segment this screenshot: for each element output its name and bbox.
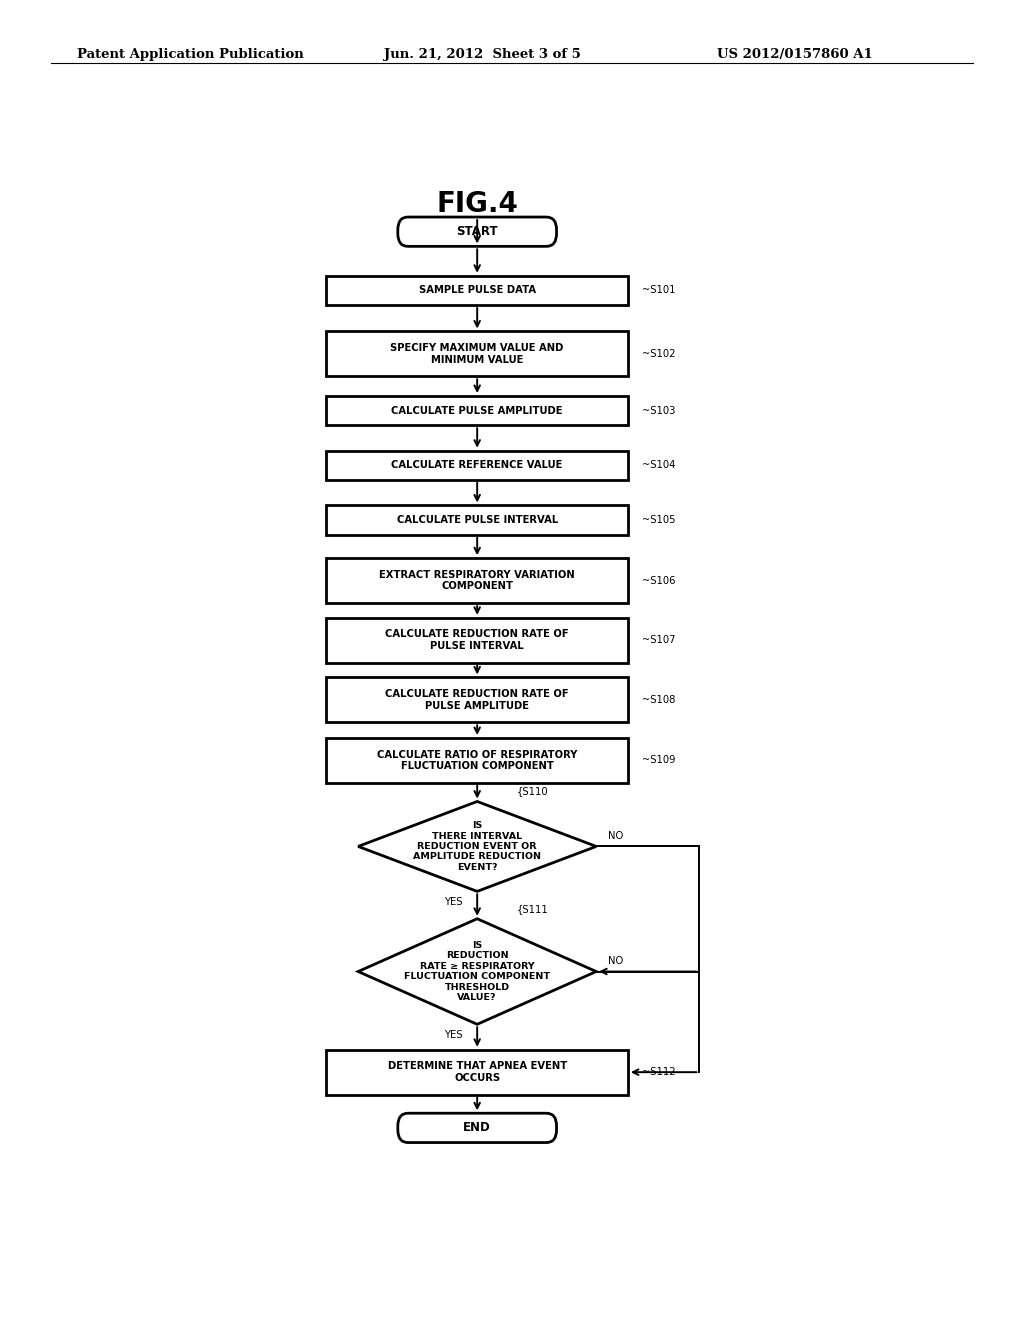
Text: ~S106: ~S106 (642, 576, 676, 586)
Text: NO: NO (608, 830, 624, 841)
Text: ~S108: ~S108 (642, 694, 676, 705)
Text: IS
REDUCTION
RATE ≥ RESPIRATORY
FLUCTUATION COMPONENT
THRESHOLD
VALUE?: IS REDUCTION RATE ≥ RESPIRATORY FLUCTUAT… (404, 941, 550, 1002)
Text: CALCULATE PULSE INTERVAL: CALCULATE PULSE INTERVAL (396, 515, 558, 525)
Text: CALCULATE REDUCTION RATE OF
PULSE INTERVAL: CALCULATE REDUCTION RATE OF PULSE INTERV… (385, 630, 569, 651)
Text: YES: YES (444, 898, 463, 907)
Text: Jun. 21, 2012  Sheet 3 of 5: Jun. 21, 2012 Sheet 3 of 5 (384, 48, 581, 61)
Text: ~S105: ~S105 (642, 515, 676, 525)
Bar (327, 677, 628, 722)
Text: START: START (457, 226, 498, 238)
Polygon shape (358, 801, 596, 891)
Text: ~S102: ~S102 (642, 348, 676, 359)
Text: CALCULATE REFERENCE VALUE: CALCULATE REFERENCE VALUE (391, 461, 563, 470)
Text: {S111: {S111 (517, 904, 549, 913)
Text: IS
THERE INTERVAL
REDUCTION EVENT OR
AMPLITUDE REDUCTION
EVENT?: IS THERE INTERVAL REDUCTION EVENT OR AMP… (414, 821, 541, 871)
Bar (327, 506, 628, 535)
Text: SPECIFY MAXIMUM VALUE AND
MINIMUM VALUE: SPECIFY MAXIMUM VALUE AND MINIMUM VALUE (390, 343, 564, 364)
Text: CALCULATE PULSE AMPLITUDE: CALCULATE PULSE AMPLITUDE (391, 405, 563, 416)
FancyBboxPatch shape (397, 216, 557, 247)
Text: ~S101: ~S101 (642, 285, 676, 296)
Text: ~S107: ~S107 (642, 635, 676, 645)
Bar (327, 1049, 628, 1094)
Text: ~S112: ~S112 (642, 1067, 676, 1077)
Text: DETERMINE THAT APNEA EVENT
OCCURS: DETERMINE THAT APNEA EVENT OCCURS (387, 1061, 567, 1082)
Text: US 2012/0157860 A1: US 2012/0157860 A1 (717, 48, 872, 61)
Text: END: END (463, 1122, 492, 1134)
Bar (327, 276, 628, 305)
Text: SAMPLE PULSE DATA: SAMPLE PULSE DATA (419, 285, 536, 296)
Text: CALCULATE REDUCTION RATE OF
PULSE AMPLITUDE: CALCULATE REDUCTION RATE OF PULSE AMPLIT… (385, 689, 569, 710)
Text: FIG.4: FIG.4 (436, 190, 518, 218)
Text: Patent Application Publication: Patent Application Publication (77, 48, 303, 61)
Text: ~S103: ~S103 (642, 405, 676, 416)
Bar (327, 396, 628, 425)
Bar (327, 618, 628, 663)
Bar (327, 450, 628, 480)
Bar (327, 558, 628, 603)
Bar (327, 738, 628, 783)
Text: {S110: {S110 (517, 787, 549, 796)
Text: CALCULATE RATIO OF RESPIRATORY
FLUCTUATION COMPONENT: CALCULATE RATIO OF RESPIRATORY FLUCTUATI… (377, 750, 578, 771)
Bar (327, 331, 628, 376)
Text: NO: NO (608, 956, 624, 966)
Text: ~S109: ~S109 (642, 755, 676, 766)
Text: YES: YES (444, 1030, 463, 1040)
Text: EXTRACT RESPIRATORY VARIATION
COMPONENT: EXTRACT RESPIRATORY VARIATION COMPONENT (379, 570, 575, 591)
FancyBboxPatch shape (397, 1113, 557, 1143)
Polygon shape (358, 919, 596, 1024)
Text: ~S104: ~S104 (642, 461, 676, 470)
